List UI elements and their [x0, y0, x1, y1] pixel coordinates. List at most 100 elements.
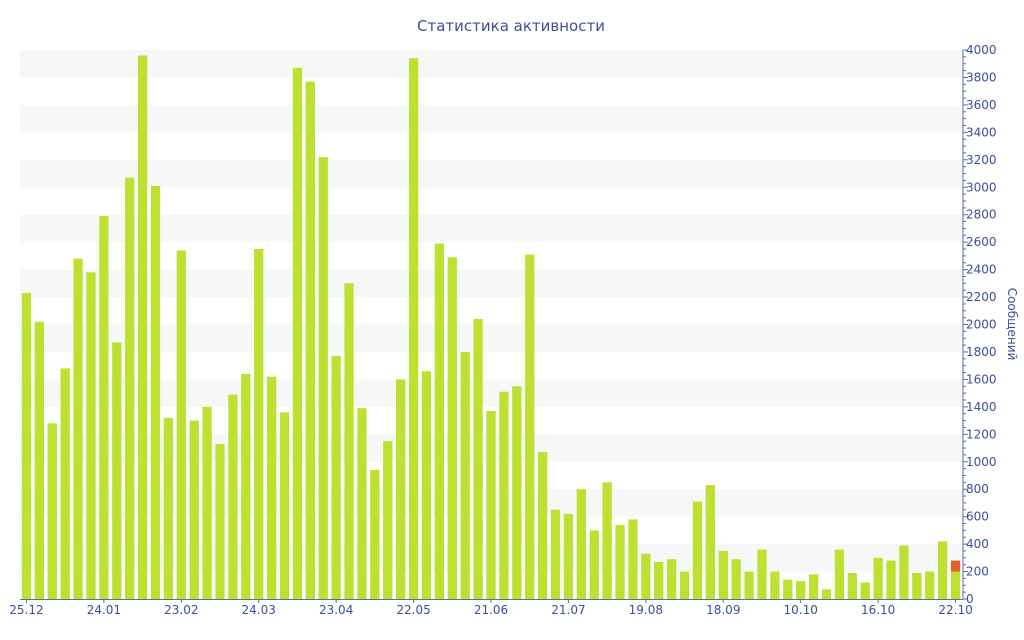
bar-messages: [202, 406, 212, 599]
bar-messages: [499, 391, 509, 599]
x-tick-label: 22.05: [396, 603, 430, 617]
bars: [21, 55, 961, 600]
bar-messages: [318, 157, 328, 599]
y-tick-label: 600: [966, 510, 989, 524]
x-tick-label: 24.03: [242, 603, 276, 617]
y-tick-label: 800: [966, 482, 989, 496]
bar-messages: [847, 572, 857, 599]
bar-messages: [228, 394, 238, 599]
grid-band: [20, 324, 962, 352]
x-tick-label: 22.10: [938, 603, 972, 617]
bar-messages: [292, 67, 303, 599]
y-tick-label: 1400: [966, 400, 997, 414]
bar-messages: [447, 257, 457, 599]
y-tick-label: 4000: [966, 43, 997, 57]
x-axis: 25.12 24.01 23.02 24.03 23.04 22.05 21.06 21.07…: [9, 599, 973, 617]
bar-messages: [60, 368, 70, 599]
bar-messages: [86, 272, 96, 599]
y-tick-label: 3000: [966, 180, 997, 194]
y-tick-label: 3800: [966, 70, 997, 84]
bar-messages: [628, 519, 638, 599]
bar-messages: [473, 319, 483, 599]
y-tick-label: 1200: [966, 427, 997, 441]
bar-messages: [279, 412, 290, 599]
grid-band: [20, 214, 962, 243]
x-tick-label: 10.10: [784, 603, 818, 617]
bar-messages: [731, 559, 741, 599]
bar-messages: [757, 549, 767, 599]
y-tick-label: 2200: [966, 290, 997, 304]
x-tick-label: 16.10: [861, 603, 895, 617]
bar-messages: [137, 55, 148, 600]
bar-messages: [254, 249, 264, 599]
grid-band: [20, 379, 962, 407]
bar-current: [950, 560, 961, 572]
bar-messages: [189, 420, 199, 599]
x-tick-label: 19.08: [629, 603, 663, 617]
bar-messages: [150, 185, 161, 599]
bar-messages: [176, 250, 186, 599]
x-tick-label: 25.12: [9, 603, 43, 617]
bar-messages: [886, 560, 896, 599]
y-tick-label: 2400: [966, 263, 997, 277]
bar-messages: [679, 571, 690, 599]
bar-messages: [357, 408, 367, 599]
bar-messages: [112, 342, 122, 599]
bar-messages: [912, 572, 922, 599]
bar-messages: [163, 417, 174, 599]
x-tick-label: 23.04: [319, 603, 353, 617]
bar-messages: [796, 581, 806, 599]
bar-messages: [408, 58, 419, 600]
bar-messages: [705, 485, 716, 599]
y-tick-label: 200: [966, 565, 989, 579]
x-tick-label: 21.06: [474, 603, 508, 617]
bar-messages: [215, 443, 225, 599]
grid-band: [20, 159, 962, 188]
bar-messages: [925, 571, 935, 599]
bar-messages: [576, 489, 586, 599]
bar-messages: [744, 571, 754, 599]
bar-messages: [396, 379, 406, 599]
grid-band: [20, 50, 962, 78]
bar-messages: [563, 513, 574, 599]
bar-messages: [937, 541, 948, 599]
bar-messages: [615, 524, 625, 599]
bar-messages: [525, 254, 535, 599]
grid-band: [20, 104, 962, 133]
bar-messages: [654, 561, 664, 599]
bar-messages: [512, 386, 522, 599]
y-tick-label: 0: [966, 592, 974, 606]
bar-messages: [370, 469, 380, 599]
grid-band: [20, 269, 962, 298]
bar-messages: [899, 545, 909, 599]
bar-messages: [331, 356, 341, 599]
chart-title: Статистика активности: [417, 17, 605, 35]
bar-messages: [460, 351, 470, 599]
bar-messages: [421, 371, 432, 599]
bar-messages: [834, 549, 845, 599]
bar-messages: [602, 482, 612, 599]
bar-messages: [821, 589, 832, 599]
bar-messages: [550, 509, 561, 599]
bar-messages: [808, 574, 819, 599]
x-tick-label: 21.07: [551, 603, 585, 617]
x-tick-label: 23.02: [164, 603, 198, 617]
y-axis-label: Сообщений: [1005, 288, 1019, 361]
bar-messages: [770, 571, 780, 599]
bar-messages: [266, 376, 277, 599]
bar-messages: [873, 557, 883, 599]
bar-messages: [718, 550, 728, 599]
bar-messages: [305, 81, 315, 599]
y-tick-label: 2000: [966, 318, 997, 332]
bar-messages: [383, 441, 393, 599]
y-tick-label: 3600: [966, 98, 997, 112]
bar-messages: [34, 321, 45, 599]
y-tick-label: 2600: [966, 235, 997, 249]
bar-messages: [241, 373, 251, 599]
bar-messages: [692, 501, 703, 599]
y-tick-label: 2800: [966, 208, 997, 222]
y-tick-label: 1800: [966, 345, 997, 359]
bar-messages: [99, 216, 109, 599]
y-tick-label: 3200: [966, 153, 997, 167]
